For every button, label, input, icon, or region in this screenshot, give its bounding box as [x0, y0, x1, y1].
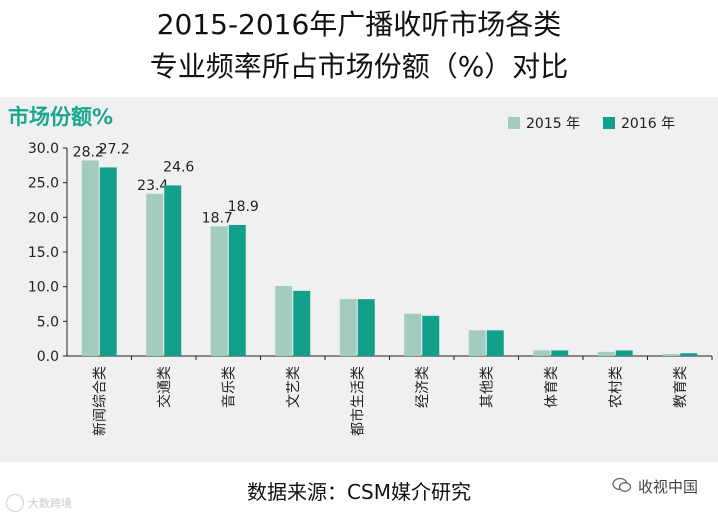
data-label-2015: 18.7 — [202, 210, 233, 226]
bar-2016 — [99, 167, 117, 356]
y-tick-label: 20.0 — [28, 210, 59, 226]
bar-2015 — [533, 350, 551, 356]
bar-2016 — [164, 185, 182, 356]
y-tick-label: 30.0 — [28, 141, 59, 157]
x-category-label: 农村类 — [608, 366, 624, 408]
legend-label-2015: 2015 年 — [526, 116, 581, 132]
bar-2016 — [357, 299, 375, 356]
x-category-label: 音乐类 — [220, 366, 237, 408]
bar-2015 — [146, 193, 164, 356]
y-tick-label: 10.0 — [28, 280, 59, 296]
bar-2015 — [210, 226, 228, 356]
bar-2015 — [339, 299, 357, 356]
bar-2015 — [404, 313, 422, 356]
x-category-label: 体育类 — [544, 366, 560, 408]
bar-2015 — [468, 330, 486, 356]
x-category-label: 交通类 — [156, 366, 173, 408]
legend-swatch-2015 — [508, 117, 520, 129]
legend-item-2015: 2015 年 — [508, 113, 580, 133]
bar-2016 — [486, 330, 504, 356]
legend-item-2016: 2016 年 — [603, 113, 675, 133]
x-category-label: 文艺类 — [286, 366, 302, 408]
data-label-2015: 28.2 — [73, 144, 104, 160]
watermark-left: 大数跨境 — [6, 494, 72, 512]
watermark-left-text: 大数跨境 — [28, 497, 72, 510]
bar-2016 — [615, 350, 633, 356]
chart-panel — [0, 97, 718, 462]
bar-2015 — [597, 351, 615, 356]
chart-title-line-2: 专业频率所占市场份额（%）对比 — [149, 50, 569, 83]
data-label-2016: 18.9 — [228, 199, 259, 215]
chart-title-line-1: 2015-2016年广播收听市场各类 — [156, 8, 562, 41]
y-tick-label: 0.0 — [37, 349, 59, 365]
y-tick-label: 5.0 — [37, 314, 59, 330]
y-axis-title: 市场份额% — [8, 105, 114, 129]
y-tick-label: 15.0 — [28, 245, 59, 261]
data-label-2016: 27.2 — [99, 141, 130, 157]
bar-2016 — [293, 290, 311, 356]
bar-2016 — [551, 350, 569, 356]
x-category-label: 新闻综合类 — [92, 366, 108, 436]
watermark-right: 收视中国 — [612, 476, 698, 497]
x-category-label: 教育类 — [673, 366, 689, 408]
data-label-2015: 23.4 — [137, 178, 168, 194]
wechat-icon — [612, 477, 632, 497]
bar-2015 — [81, 160, 99, 356]
y-tick-label: 25.0 — [28, 176, 59, 192]
data-source: 数据来源：CSM媒介研究 — [247, 480, 471, 504]
data-label-2016: 24.6 — [163, 159, 194, 175]
legend-label-2016: 2016 年 — [621, 116, 676, 132]
x-category-label: 其他类 — [479, 366, 495, 408]
watermark-right-text: 收视中国 — [637, 478, 698, 496]
bar-2015 — [275, 285, 293, 356]
bar-2016 — [228, 224, 246, 356]
bar-chart: 0.0 5.0 10.0 15.0 20.0 25.0 30.0 28.227.2 新闻综合类 2… — [28, 141, 713, 436]
x-category-label: 经济类 — [415, 366, 431, 408]
bar-2016 — [422, 315, 440, 356]
bar-2016 — [680, 353, 698, 356]
bar-2015 — [662, 353, 680, 356]
legend-swatch-2016 — [603, 117, 615, 129]
x-category-label: 都市生活类 — [349, 366, 366, 436]
weibo-icon — [6, 494, 24, 512]
